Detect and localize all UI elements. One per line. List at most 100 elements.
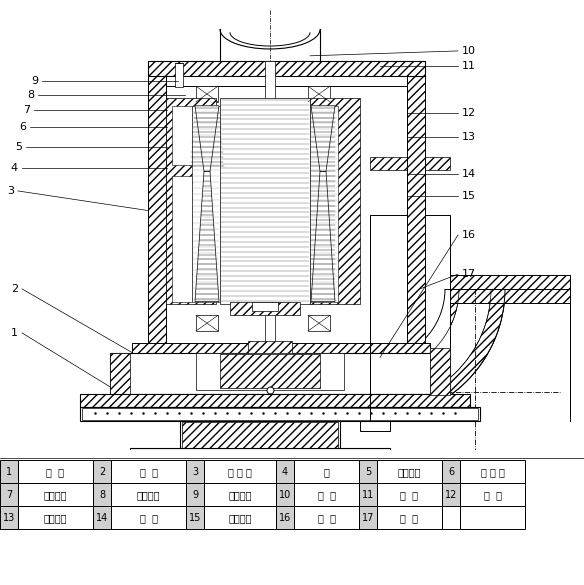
Polygon shape — [370, 289, 505, 421]
Bar — [294, 506, 359, 529]
Text: 5: 5 — [365, 467, 371, 477]
Polygon shape — [311, 171, 335, 302]
Polygon shape — [370, 289, 505, 421]
Text: 叶  轮: 叶 轮 — [318, 512, 335, 523]
Text: 16: 16 — [279, 512, 291, 523]
Text: 电 机 壳: 电 机 壳 — [481, 467, 505, 477]
Text: 1: 1 — [11, 328, 18, 338]
Bar — [0, 506, 18, 529]
Bar — [276, 506, 294, 529]
Bar — [310, 98, 360, 304]
Bar — [359, 506, 377, 529]
Bar — [230, 302, 300, 315]
Bar — [196, 86, 218, 102]
Bar — [442, 483, 460, 506]
Bar — [110, 353, 130, 394]
Text: 13: 13 — [3, 512, 15, 523]
Text: 11: 11 — [462, 61, 476, 71]
Text: 2: 2 — [11, 284, 18, 294]
Text: 1: 1 — [6, 467, 12, 477]
Polygon shape — [172, 176, 192, 302]
Text: 12: 12 — [462, 108, 476, 118]
Bar — [370, 362, 450, 376]
Text: 17: 17 — [462, 269, 476, 279]
Text: 8: 8 — [27, 90, 34, 100]
Text: 7: 7 — [6, 490, 12, 500]
Text: 电  缆: 电 缆 — [318, 490, 335, 500]
Text: 10: 10 — [279, 490, 291, 500]
Bar — [132, 343, 430, 360]
Bar — [430, 347, 450, 395]
Bar — [196, 315, 218, 331]
Text: 11: 11 — [362, 490, 374, 500]
Text: 9: 9 — [31, 76, 38, 86]
Bar — [252, 302, 278, 311]
Text: 轴 承 体: 轴 承 体 — [228, 467, 252, 477]
Text: 13: 13 — [462, 132, 476, 142]
Bar — [370, 289, 570, 302]
Text: 5: 5 — [15, 142, 22, 152]
Bar — [370, 275, 570, 289]
Text: 上  盖: 上 盖 — [401, 490, 419, 500]
Text: 定子铁芯: 定子铁芯 — [44, 490, 67, 500]
Polygon shape — [172, 106, 192, 164]
Bar — [204, 506, 276, 529]
Polygon shape — [195, 171, 219, 302]
Text: 4: 4 — [11, 163, 18, 173]
Text: 轴  承: 轴 承 — [484, 490, 502, 500]
Text: 7: 7 — [23, 105, 30, 115]
Bar — [110, 353, 450, 394]
Text: 3: 3 — [192, 467, 198, 477]
Polygon shape — [311, 106, 335, 171]
Polygon shape — [310, 106, 338, 302]
Bar — [130, 449, 390, 450]
Text: 12: 12 — [445, 490, 457, 500]
Bar — [180, 421, 340, 449]
Text: 叶轮螺田: 叶轮螺田 — [228, 512, 252, 523]
Bar — [182, 422, 338, 448]
Bar — [360, 419, 390, 431]
Text: 机械密封: 机械密封 — [44, 512, 67, 523]
Text: 15: 15 — [462, 191, 476, 201]
Bar — [148, 61, 166, 343]
Bar — [370, 215, 450, 362]
Bar — [18, 460, 93, 483]
Bar — [370, 157, 450, 170]
Text: 泵  体: 泵 体 — [140, 467, 158, 477]
Bar — [93, 460, 111, 483]
Text: 16: 16 — [462, 230, 476, 240]
Text: 15: 15 — [189, 512, 201, 523]
Text: 轴: 轴 — [324, 467, 329, 477]
Bar — [460, 483, 525, 506]
Bar — [80, 407, 480, 421]
Bar — [111, 460, 186, 483]
Polygon shape — [370, 289, 459, 376]
Bar — [359, 460, 377, 483]
Bar — [377, 460, 442, 483]
Bar — [186, 483, 204, 506]
Text: 6: 6 — [19, 122, 26, 132]
Bar — [196, 353, 344, 390]
Bar — [80, 394, 470, 407]
Text: 3: 3 — [7, 186, 14, 196]
Bar — [204, 483, 276, 506]
Bar — [407, 61, 425, 343]
Bar — [276, 483, 294, 506]
Text: 底  座: 底 座 — [47, 467, 64, 477]
Text: 4: 4 — [282, 467, 288, 477]
Bar — [150, 360, 412, 390]
Text: 10: 10 — [462, 46, 476, 56]
Polygon shape — [195, 106, 219, 171]
Bar — [442, 506, 460, 529]
Bar — [0, 483, 18, 506]
Bar — [18, 483, 93, 506]
Bar — [294, 460, 359, 483]
Bar — [146, 356, 416, 368]
Bar — [220, 355, 320, 388]
Text: 弯  管: 弯 管 — [401, 512, 419, 523]
Bar — [0, 460, 18, 483]
Polygon shape — [192, 106, 220, 302]
Text: 6: 6 — [448, 467, 454, 477]
Bar — [220, 98, 310, 304]
Bar — [265, 61, 275, 433]
